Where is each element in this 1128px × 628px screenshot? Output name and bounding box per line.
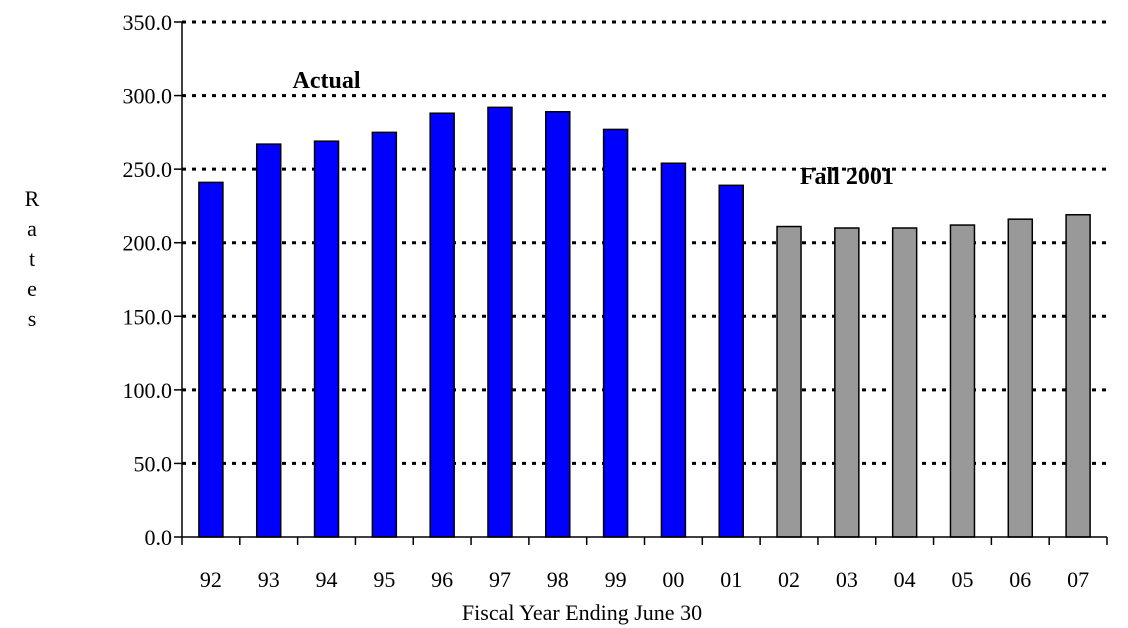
- y-tick-label: 0.0: [145, 525, 173, 550]
- y-tick-label: 300.0: [123, 84, 173, 109]
- y-tick-label: 100.0: [123, 378, 173, 403]
- y-tick-label: 250.0: [123, 157, 173, 182]
- x-tick-label: 00: [662, 567, 684, 592]
- bar-99: [602, 128, 629, 538]
- x-tick-label: 04: [894, 567, 916, 592]
- x-axis-title: Fiscal Year Ending June 30: [462, 600, 702, 625]
- y-tick-label: 350.0: [123, 10, 173, 35]
- x-tick-label: 96: [431, 567, 453, 592]
- bar-93: [255, 143, 282, 538]
- annotations: Actual Fall 2001: [293, 68, 894, 190]
- x-tick-label: 92: [200, 567, 222, 592]
- x-tick-label: 01: [720, 567, 742, 592]
- bar-07: [1065, 214, 1091, 538]
- bars: [198, 106, 1091, 538]
- x-tick-label: 98: [547, 567, 569, 592]
- x-tick-label: 02: [778, 567, 800, 592]
- x-tick-label: 06: [1009, 567, 1031, 592]
- bar-00: [660, 162, 687, 538]
- bar-04: [891, 227, 918, 538]
- x-tick-label: 07: [1067, 567, 1089, 592]
- tick-labels: 0.0 50.0 100.0 150.0 200.0 250.0 300.0 350.0 92 9…: [123, 10, 1090, 592]
- bar-96: [429, 112, 455, 538]
- annotation-label: Fall 2001: [800, 164, 894, 190]
- x-tick-label: 97: [489, 567, 511, 592]
- y-tick-label: 200.0: [123, 231, 173, 256]
- bar-97: [487, 106, 513, 538]
- axes: [181, 22, 1108, 545]
- x-tick-label: 03: [836, 567, 858, 592]
- bar-95: [371, 131, 398, 538]
- bar-92: [198, 181, 224, 538]
- bar-05: [949, 224, 976, 538]
- y-tick-label: 50.0: [134, 451, 173, 476]
- x-tick-label: 99: [605, 567, 627, 592]
- x-tick-label: 93: [258, 567, 280, 592]
- x-tick-label: 05: [951, 567, 973, 592]
- bar-06: [1007, 218, 1034, 538]
- x-tick-label: 95: [373, 567, 395, 592]
- bar-03: [834, 227, 860, 538]
- bar-98: [545, 111, 571, 538]
- bar-02: [776, 225, 802, 538]
- bar-01: [718, 184, 744, 538]
- y-tick-label: 150.0: [123, 304, 173, 329]
- annotation-label: Actual: [293, 68, 361, 94]
- x-tick-label: 94: [316, 567, 338, 592]
- bar-94: [313, 140, 340, 538]
